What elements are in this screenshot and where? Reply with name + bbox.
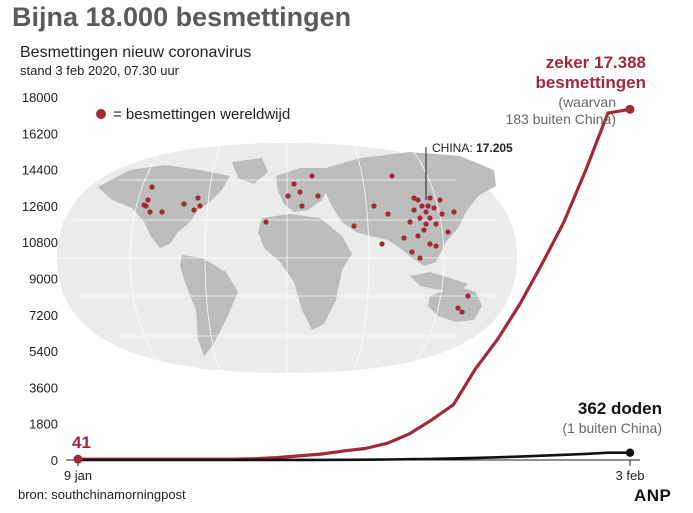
series-line-doden (78, 451, 630, 462)
map-infection-dot (385, 211, 391, 217)
map-infection-dot (191, 207, 197, 213)
series-endpoints (73, 104, 635, 464)
map-infection-dot (415, 233, 421, 239)
y-tick-label: 9000 (29, 272, 58, 287)
end-point-doden (625, 448, 635, 457)
greenland (232, 158, 268, 184)
world-map: CHINA: 17.205 (57, 141, 517, 373)
chart-timestamp: stand 3 feb 2020, 07.30 uur (20, 63, 180, 78)
source-note: bron: southchinamorningpost (18, 487, 186, 502)
y-tick-label: 0 (51, 453, 58, 468)
map-infection-dot (437, 197, 443, 203)
map-infection-dot (297, 189, 303, 195)
map-infection-dot (455, 305, 461, 311)
infections-label-line2: besmettingen (535, 73, 646, 92)
map-infection-dot (433, 221, 439, 227)
map-infection-dot (459, 309, 465, 315)
map-infection-dot (145, 197, 151, 203)
map-infection-dot (141, 202, 147, 208)
y-tick-label: 10800 (22, 235, 58, 250)
south-america (180, 255, 238, 356)
map-infection-dot (291, 181, 297, 187)
map-infection-dot (451, 209, 457, 215)
y-tick-label: 14400 (22, 163, 58, 178)
map-infection-dot (427, 241, 433, 247)
map-infection-dot (415, 197, 421, 203)
map-infection-dot (433, 243, 439, 249)
map-infection-dot (427, 215, 433, 221)
infections-note-line1: (waarvan (558, 94, 616, 110)
africa (258, 214, 352, 330)
map-infection-dot (421, 227, 427, 233)
china-value: 17.205 (476, 141, 513, 155)
map-graticule (57, 143, 517, 373)
anp-logo: ANP (634, 486, 672, 505)
map-infection-dot (445, 229, 451, 235)
map-infection-dot (389, 173, 395, 179)
map-infection-dot (417, 215, 423, 221)
china-label: CHINA: 17.205 (432, 141, 513, 155)
map-infection-dot (309, 173, 315, 179)
infections-label-line1: zeker 17.388 (546, 53, 646, 72)
map-infection-dot (425, 203, 431, 209)
map-infection-dot (407, 219, 413, 225)
infection-dots (141, 173, 471, 315)
map-infection-dot (431, 205, 437, 211)
map-infection-dot (465, 293, 471, 299)
chart-title: Bijna 18.000 besmettingen (12, 2, 352, 32)
y-tick-label: 3600 (29, 380, 58, 395)
deaths-note: (1 buiten China) (562, 420, 662, 436)
start-value-label: 41 (72, 433, 91, 452)
map-infection-dot (299, 203, 305, 209)
map-infection-dot (195, 195, 201, 201)
y-tick-label: 5400 (29, 344, 58, 359)
map-infection-dot (409, 249, 415, 255)
chart-subtitle: Besmettingen nieuw coronavirus (20, 44, 252, 61)
legend-marker (96, 109, 106, 119)
north-america (98, 165, 230, 248)
legend: = besmettingen wereldwijd (96, 106, 290, 123)
map-infection-dot (401, 235, 407, 241)
map-infection-dot (197, 203, 203, 209)
deaths-label: 362 doden (578, 399, 662, 418)
map-infection-dot (285, 193, 291, 199)
y-tick-label: 1800 (29, 417, 58, 432)
map-infection-dot (427, 195, 433, 201)
y-tick-label: 12600 (22, 199, 58, 214)
map-infection-dot (419, 203, 425, 209)
map-infection-dot (147, 209, 153, 215)
map-infection-dot (315, 193, 321, 199)
y-tick-label: 16200 (22, 126, 58, 141)
map-infection-dot (371, 203, 377, 209)
map-infection-dot (423, 221, 429, 227)
end-point-besmettingen (625, 104, 635, 114)
map-infection-dot (149, 184, 155, 190)
map-infection-dot (159, 209, 165, 215)
x-axis: 9 jan 3 feb (64, 460, 645, 483)
x-tick-label: 9 jan (64, 468, 92, 483)
y-axis: 0 1800 3600 5400 7200 9000 10800 12600 14400 1620… (22, 90, 58, 468)
x-tick-label: 3 feb (616, 468, 645, 483)
map-infection-dot (423, 209, 429, 215)
asia (324, 152, 496, 266)
legend-label: = besmettingen wereldwijd (113, 106, 290, 123)
start-point-besmettingen (73, 454, 83, 464)
y-tick-label: 18000 (22, 90, 58, 105)
map-infection-dot (181, 201, 187, 207)
map-infection-dot (351, 223, 357, 229)
map-infection-dot (411, 207, 417, 213)
map-infection-dot (263, 219, 269, 225)
map-infection-dot (439, 211, 445, 217)
map-infection-dot (379, 241, 385, 247)
europe (276, 168, 330, 212)
map-infection-dot (411, 195, 417, 201)
y-tick-label: 7200 (29, 308, 58, 323)
map-infection-dot (417, 255, 423, 261)
infections-note-line2: 183 buiten China) (505, 111, 616, 127)
